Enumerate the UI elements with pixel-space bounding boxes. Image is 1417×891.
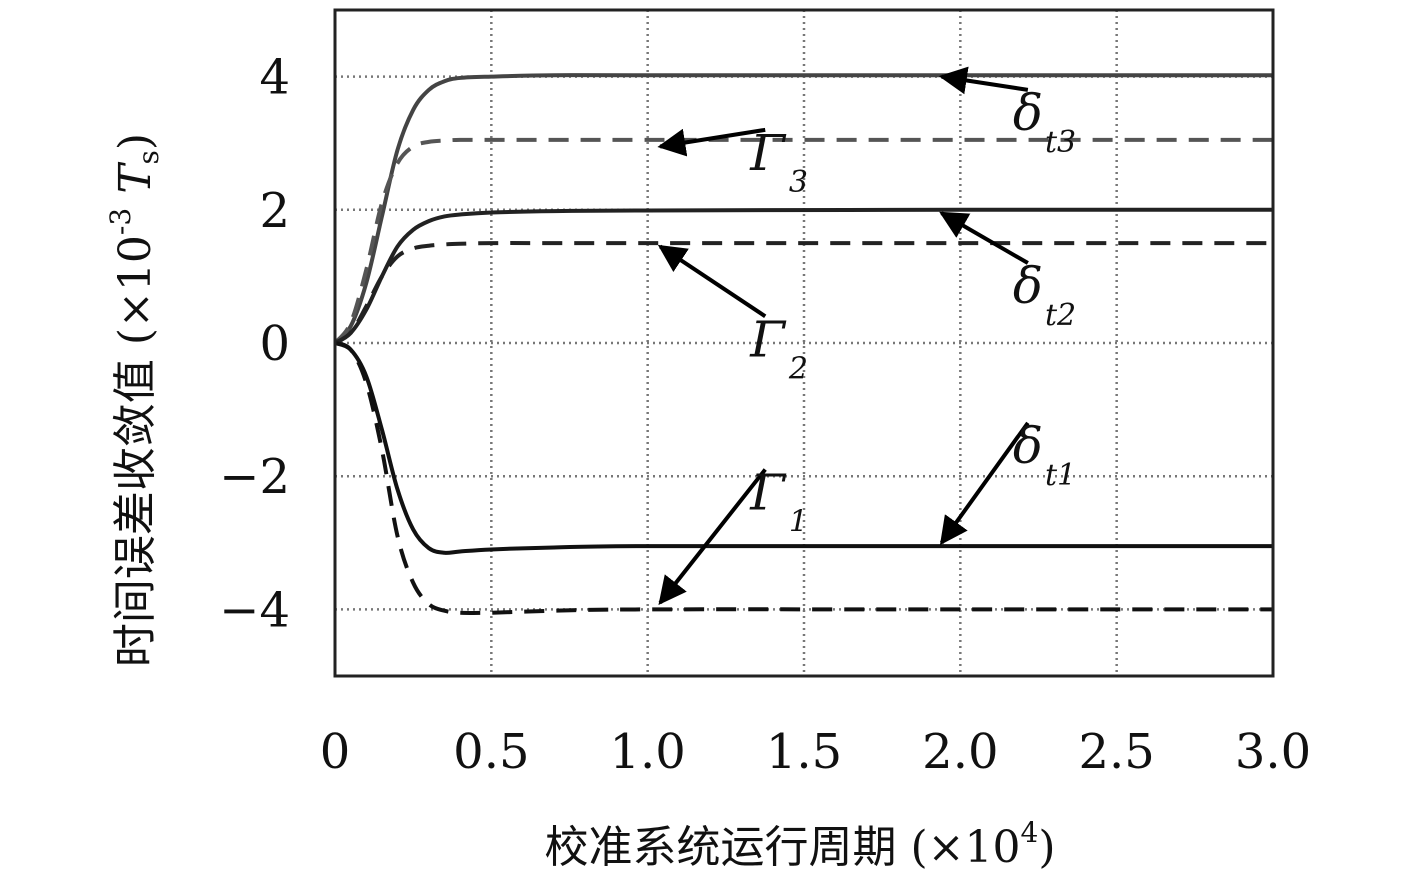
tick-labels: 0 0.5 1.0 1.5 2.0 2.5 3.0 4 2 0 −2 −4	[219, 50, 1311, 780]
x-tick-label: 3.0	[1235, 724, 1311, 780]
arrow-Gamma_3	[657, 127, 766, 157]
plot-frame	[333, 8, 1275, 678]
annotation-delta_t3: δt3	[1013, 84, 1076, 160]
y-tick-label: 0	[259, 316, 290, 372]
x-axis-unit-exponent: 4	[1021, 816, 1039, 849]
x-tick-label: 1.0	[609, 724, 685, 780]
x-tick-label: 2.0	[922, 724, 998, 780]
arrow-Gamma_1	[658, 468, 767, 605]
arrow-delta_t3	[938, 66, 1029, 95]
x-tick-label: 0	[320, 724, 351, 780]
annotation-Gamma_1: Γ1	[749, 464, 808, 540]
y-axis-unit-exponent: -3	[104, 208, 137, 235]
arrow-delta_t2	[939, 211, 1029, 265]
y-tick-label: −4	[219, 582, 290, 638]
arrow-delta_t1	[939, 421, 1030, 546]
y-tick-label: 4	[259, 50, 290, 106]
x-tick-label: 1.5	[766, 724, 842, 780]
x-tick-label: 2.5	[1078, 724, 1154, 780]
y-axis-label: 时间误差收敛值(×10-3Ts)	[104, 133, 165, 667]
annotations: δt3 Γ3 δt2 Γ2 δt1 Γ1	[657, 66, 1076, 605]
x-tick-label: 0.5	[453, 724, 529, 780]
annotation-Gamma_2: Γ2	[749, 310, 808, 386]
series-line-G2	[333, 241, 1273, 345]
grid	[335, 10, 1273, 676]
y-tick-label: 2	[259, 183, 290, 239]
x-axis-label: 校准系统运行周期 (×104)	[544, 816, 1055, 873]
series-group	[333, 73, 1274, 615]
annotation-delta_t2: δt2	[1013, 257, 1076, 333]
arrow-Gamma_2	[657, 244, 767, 318]
annotation-delta_t1: δt1	[1013, 417, 1076, 493]
series-line-dt1	[334, 341, 1273, 555]
series-line-dt3	[333, 73, 1273, 345]
y-tick-label: −2	[219, 449, 290, 505]
annotation-Gamma_3: Γ3	[749, 124, 808, 200]
series-line-G3	[333, 137, 1273, 345]
